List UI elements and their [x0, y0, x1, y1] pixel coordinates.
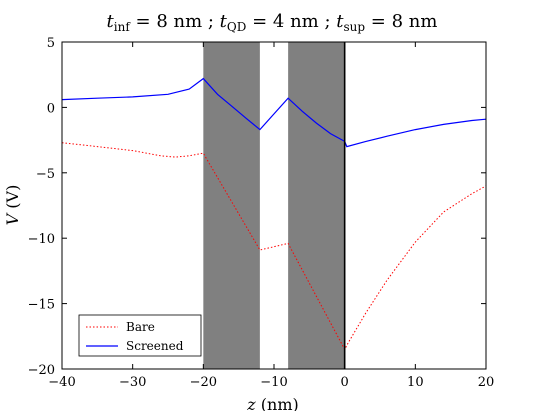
y-axis-var: V [3, 212, 22, 225]
chart-title: tinf = 8 nm ; tQD = 4 nm ; tsup = 8 nm [107, 11, 438, 34]
x-axis-unit: (nm) [256, 395, 299, 411]
series-bare-line [61, 142, 487, 351]
legend-box [78, 314, 202, 357]
x-tick-label: −30 [119, 375, 146, 390]
x-tick-label: 10 [407, 375, 424, 390]
title-t-inf: t [107, 11, 115, 32]
title-sub-inf: inf [114, 20, 132, 34]
title-sub-qd: QD [227, 20, 246, 34]
legend-screened-label: Screened [126, 339, 184, 353]
y-tick-label: 5 [47, 36, 55, 51]
x-axis-ticks: −40 −30 −20 −10 0 10 20 [48, 42, 494, 390]
legend: Bare Screened [78, 314, 202, 357]
x-axis-var: z [246, 395, 256, 411]
x-tick-label: −10 [260, 375, 287, 390]
series-screened-line [61, 77, 487, 148]
y-axis-unit: (V) [3, 185, 22, 214]
title-val-inf: = 8 nm ; [130, 11, 220, 32]
shaded-region-2 [288, 42, 345, 369]
legend-bare-label: Bare [126, 320, 155, 334]
title-t-sup: t [336, 11, 344, 32]
y-tick-label: −20 [28, 363, 55, 378]
y-tick-label: 0 [47, 101, 55, 116]
y-tick-label: −10 [28, 232, 55, 247]
x-tick-label: 20 [478, 375, 495, 390]
shaded-region-1 [203, 42, 260, 369]
y-tick-label: −15 [28, 298, 55, 313]
title-val-qd: = 4 nm ; [246, 11, 336, 32]
series-lines [61, 77, 487, 351]
x-tick-label: −40 [48, 375, 75, 390]
y-axis-ticks: −20 −15 −10 −5 0 5 [28, 36, 486, 378]
shaded-regions [203, 42, 345, 369]
y-tick-label: −5 [36, 167, 55, 182]
x-tick-label: 0 [341, 375, 349, 390]
x-tick-label: −20 [190, 375, 217, 390]
y-axis-label: V (V) [3, 185, 22, 226]
title-sub-sup: sup [343, 20, 365, 34]
title-t-qd: t [220, 11, 228, 32]
x-axis-label: z (nm) [246, 395, 298, 411]
title-val-sup: = 8 nm [365, 11, 437, 32]
